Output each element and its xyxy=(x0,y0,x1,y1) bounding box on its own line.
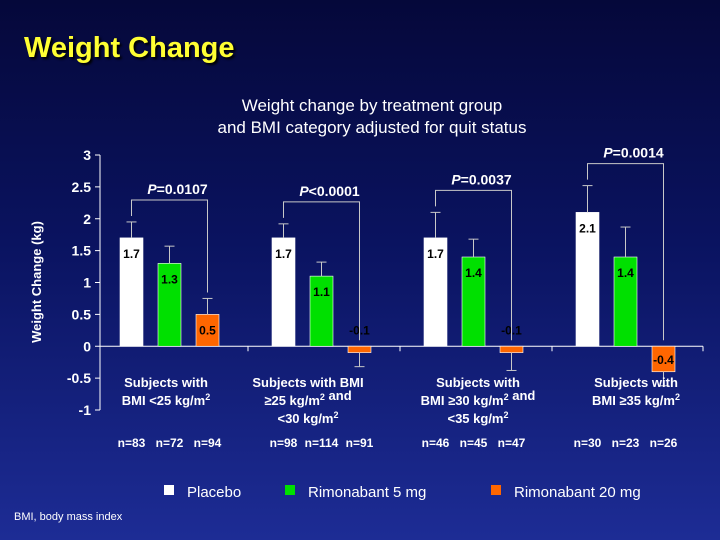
sample-size-label: n=47 xyxy=(498,436,526,450)
category-label-line: Subjects with xyxy=(124,375,208,390)
legend-label: Rimonabant 5 mg xyxy=(308,484,426,501)
category-label-line: BMI ≥35 kg/m2 xyxy=(592,392,680,408)
y-tick-label: 0 xyxy=(83,338,91,354)
p-value-label: P=0.0014 xyxy=(603,145,664,161)
p-value-bracket xyxy=(587,163,664,341)
y-tick-label: 2 xyxy=(83,211,91,227)
category-label-line: BMI <25 kg/m2 xyxy=(122,392,210,408)
chart-title-line: and BMI category adjusted for quit statu… xyxy=(217,118,526,137)
category-label-line: BMI ≥30 kg/m2 and xyxy=(421,388,536,408)
bar-value-label: 1.7 xyxy=(427,247,444,261)
bar-value-label: 1.3 xyxy=(161,272,178,286)
bar-2-2 xyxy=(499,345,524,353)
bar-value-label: 1.7 xyxy=(123,247,140,261)
y-tick-label: 1.5 xyxy=(72,243,92,259)
bar-value-label: 2.1 xyxy=(579,221,596,235)
sample-size-label: n=83 xyxy=(118,436,146,450)
legend-swatch xyxy=(491,485,501,495)
p-value-label: P=0.0107 xyxy=(147,181,208,197)
sample-size-label: n=114 xyxy=(305,436,339,450)
sample-size-label: n=26 xyxy=(650,436,678,450)
bar-value-label: 1.7 xyxy=(275,247,292,261)
footnote: BMI, body mass index xyxy=(14,511,123,523)
p-value-label: P=0.0037 xyxy=(451,171,512,187)
y-tick-label: -1 xyxy=(79,402,92,418)
sample-size-label: n=98 xyxy=(270,436,298,450)
legend-label: Rimonabant 20 mg xyxy=(514,484,641,501)
sample-size-label: n=23 xyxy=(612,436,640,450)
sample-size-label: n=72 xyxy=(156,436,184,450)
legend-label: Placebo xyxy=(187,484,241,501)
y-tick-label: 2.5 xyxy=(72,179,92,195)
sample-size-label: n=45 xyxy=(460,436,488,450)
sample-size-label: n=91 xyxy=(346,436,374,450)
y-axis-label: Weight Change (kg) xyxy=(29,221,44,343)
sample-size-label: n=46 xyxy=(422,436,450,450)
sample-size-label: n=30 xyxy=(574,436,602,450)
p-value-bracket xyxy=(131,199,208,293)
bar-value-label: 1.1 xyxy=(313,285,330,299)
category-label-line: ≥25 kg/m2 and xyxy=(264,388,351,408)
slide-title: Weight Change xyxy=(24,32,235,64)
bar-value-label: 0.5 xyxy=(199,323,216,337)
sample-size-label: n=94 xyxy=(194,436,222,450)
category-label-line: Subjects with xyxy=(594,375,678,390)
legend-swatch xyxy=(164,485,174,495)
y-tick-label: 0.5 xyxy=(72,306,92,322)
p-value-bracket xyxy=(283,201,360,341)
p-value-label: P<0.0001 xyxy=(299,183,360,199)
chart-title-line: Weight change by treatment group xyxy=(242,96,503,115)
bar-value-label: -0.4 xyxy=(653,353,674,367)
y-tick-label: 1 xyxy=(83,275,91,291)
bar-value-label: 1.4 xyxy=(617,266,634,280)
y-tick-label: -0.5 xyxy=(67,370,91,386)
legend-swatch xyxy=(285,485,295,495)
category-label-line: <30 kg/m2 xyxy=(277,410,338,426)
category-label-line: <35 kg/m2 xyxy=(447,410,508,426)
category-label-line: Subjects with xyxy=(436,375,520,390)
bar-value-label: 1.4 xyxy=(465,266,482,280)
bar-2-1 xyxy=(347,345,372,353)
p-value-bracket xyxy=(435,189,512,341)
y-tick-label: 3 xyxy=(83,147,91,163)
category-label-line: Subjects with BMI xyxy=(252,375,363,390)
